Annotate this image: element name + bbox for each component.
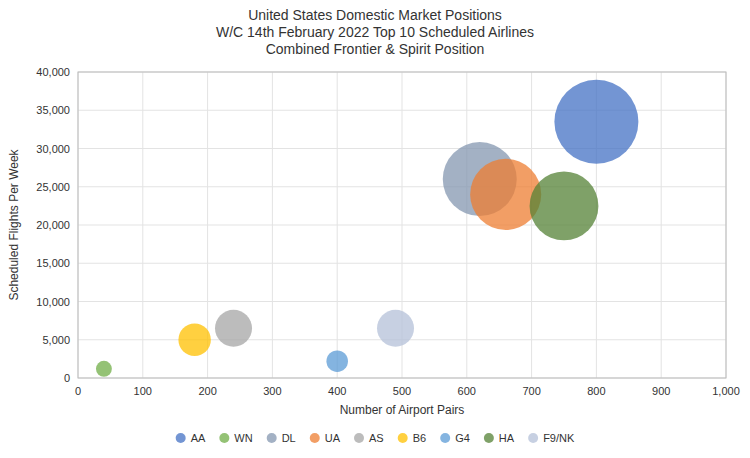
legend-swatch <box>219 433 229 443</box>
x-tick-label: 400 <box>328 385 346 397</box>
x-tick-label: 200 <box>198 385 216 397</box>
legend-swatch <box>310 433 320 443</box>
y-grid-line <box>78 186 726 187</box>
title-line: Combined Frontier & Spirit Position <box>266 41 485 57</box>
legend-swatch <box>528 433 538 443</box>
bubbles <box>96 80 638 377</box>
bubble <box>178 324 210 356</box>
bubble <box>215 310 252 347</box>
legend-label: HA <box>499 432 515 444</box>
y-tick-label: 15,000 <box>36 257 70 269</box>
legend: AA WN DL UA AS B6 G4 HA F9/NK <box>176 432 575 444</box>
title-line: United States Domestic Market Positions <box>248 7 502 23</box>
legend-swatch <box>176 433 186 443</box>
legend-label: F9/NK <box>543 432 575 444</box>
legend-swatch <box>440 433 450 443</box>
grid <box>78 72 726 378</box>
bubble <box>554 80 638 164</box>
legend-label: G4 <box>455 432 470 444</box>
y-axis-label: Scheduled Flights Per Week <box>7 148 21 300</box>
plot-frame <box>78 72 726 378</box>
x-tick-label: 600 <box>458 385 476 397</box>
legend-label: UA <box>325 432 341 444</box>
x-tick-label: 900 <box>652 385 670 397</box>
y-grid-line <box>78 263 726 264</box>
legend-label: AA <box>191 432 206 444</box>
y-tick-label: 40,000 <box>36 66 70 78</box>
legend-swatch <box>354 433 364 443</box>
chart: United States Domestic Market PositionsW… <box>0 0 750 458</box>
bubble <box>530 171 599 240</box>
y-tick-label: 20,000 <box>36 219 70 231</box>
y-tick-label: 35,000 <box>36 104 70 116</box>
y-tick-label: 10,000 <box>36 296 70 308</box>
y-tick-label: 25,000 <box>36 181 70 193</box>
y-grid-line <box>78 301 726 302</box>
y-tick-label: 30,000 <box>36 143 70 155</box>
title: United States Domestic Market PositionsW… <box>216 7 534 57</box>
y-tick-label: 5,000 <box>42 334 70 346</box>
y-grid-line <box>78 225 726 226</box>
bubble <box>96 361 112 377</box>
legend-swatch <box>398 433 408 443</box>
x-tick-label: 300 <box>263 385 281 397</box>
x-tick-label: 800 <box>587 385 605 397</box>
bubble <box>377 310 414 347</box>
axes: 0 100 200 300 400 500 600 700 800 900 1,000 0 5,000 1… <box>36 66 739 397</box>
x-axis-label: Number of Airport Pairs <box>340 403 465 417</box>
page: {"chart_data": { "type": "bubble", "titl… <box>0 0 750 458</box>
legend-swatch <box>484 433 494 443</box>
legend-label: DL <box>282 432 296 444</box>
x-tick-label: 1,000 <box>712 385 740 397</box>
title-line: W/C 14th February 2022 Top 10 Scheduled … <box>216 24 534 40</box>
legend-label: AS <box>369 432 384 444</box>
bubble <box>470 159 541 230</box>
y-tick-label: 0 <box>64 372 70 384</box>
bubble <box>326 350 348 372</box>
x-tick-label: 100 <box>134 385 152 397</box>
legend-swatch <box>267 433 277 443</box>
legend-label: WN <box>234 432 252 444</box>
x-tick-label: 700 <box>522 385 540 397</box>
x-tick-label: 0 <box>75 385 81 397</box>
x-tick-label: 500 <box>393 385 411 397</box>
legend-label: B6 <box>413 432 426 444</box>
